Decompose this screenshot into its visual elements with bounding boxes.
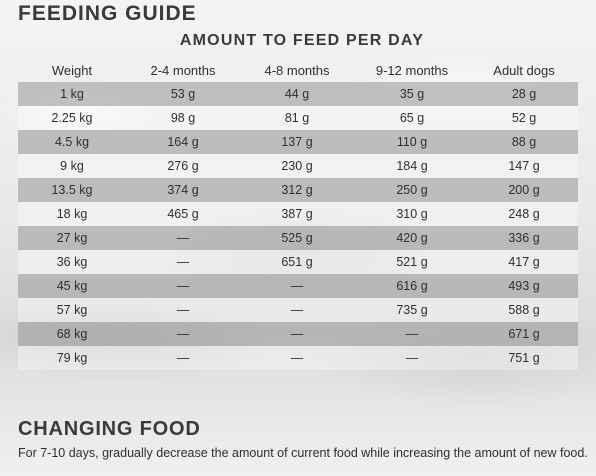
table-cell: — — [126, 274, 240, 298]
table-header-row: Weight 2-4 months 4-8 months 9-12 months… — [18, 58, 578, 82]
column-header-2-4-months: 2-4 months — [150, 62, 216, 78]
table-cell: 28 g — [470, 82, 578, 106]
weight-cell: 45 kg — [18, 274, 126, 298]
weight-cell: 4.5 kg — [18, 130, 126, 154]
table-cell: 735 g — [354, 298, 470, 322]
table-row: 36 kg — 651 g 521 g 417 g — [18, 250, 578, 274]
table-cell: 751 g — [470, 346, 578, 370]
table-row: 4.5 kg 164 g 137 g 110 g 88 g — [18, 130, 578, 154]
table-row: 13.5 kg 374 g 312 g 250 g 200 g — [18, 178, 578, 202]
weight-cell: 13.5 kg — [18, 178, 126, 202]
table-cell: — — [240, 298, 354, 322]
table-row: 1 kg 53 g 44 g 35 g 28 g — [18, 82, 578, 106]
table-cell: 336 g — [470, 226, 578, 250]
table-cell: 312 g — [240, 178, 354, 202]
table-cell: 35 g — [354, 82, 470, 106]
weight-cell: 36 kg — [18, 250, 126, 274]
table-cell: 200 g — [470, 178, 578, 202]
table-row: 9 kg 276 g 230 g 184 g 147 g — [18, 154, 578, 178]
table-row: 45 kg — — 616 g 493 g — [18, 274, 578, 298]
table-cell: 651 g — [240, 250, 354, 274]
weight-cell: 68 kg — [18, 322, 126, 346]
table-cell: 417 g — [470, 250, 578, 274]
table-cell: 53 g — [126, 82, 240, 106]
table-cell: 671 g — [470, 322, 578, 346]
column-header-adult-dogs: Adult dogs — [493, 62, 555, 78]
table-cell: 521 g — [354, 250, 470, 274]
table-cell: 88 g — [470, 130, 578, 154]
table-cell: — — [126, 250, 240, 274]
table-cell: 616 g — [354, 274, 470, 298]
table-cell: — — [126, 346, 240, 370]
table-cell: 374 g — [126, 178, 240, 202]
weight-cell: 27 kg — [18, 226, 126, 250]
weight-cell: 18 kg — [18, 202, 126, 226]
column-header-weight: Weight — [51, 62, 93, 78]
table-cell: 230 g — [240, 154, 354, 178]
weight-cell: 9 kg — [18, 154, 126, 178]
table-cell: — — [354, 322, 470, 346]
table-row: 2.25 kg 98 g 81 g 65 g 52 g — [18, 106, 578, 130]
table-cell: — — [240, 322, 354, 346]
table-cell: — — [126, 298, 240, 322]
table-cell: — — [126, 322, 240, 346]
table-row: 27 kg — 525 g 420 g 336 g — [18, 226, 578, 250]
table-cell: 276 g — [126, 154, 240, 178]
table-cell: 52 g — [470, 106, 578, 130]
table-cell: 588 g — [470, 298, 578, 322]
weight-cell: 2.25 kg — [18, 106, 126, 130]
feeding-table: Weight 2-4 months 4-8 months 9-12 months… — [18, 58, 578, 370]
column-header-4-8-months: 4-8 months — [264, 62, 330, 78]
weight-cell: 79 kg — [18, 346, 126, 370]
table-subtitle: AMOUNT TO FEED PER DAY — [179, 32, 425, 49]
table-cell: 493 g — [470, 274, 578, 298]
changing-food-title: CHANGING FOOD — [18, 418, 201, 440]
table-cell: 98 g — [126, 106, 240, 130]
table-row: 57 kg — — 735 g 588 g — [18, 298, 578, 322]
page-title: FEEDING GUIDE — [18, 2, 197, 25]
table-row: 68 kg — — — 671 g — [18, 322, 578, 346]
weight-cell: 1 kg — [18, 82, 126, 106]
table-cell: 250 g — [354, 178, 470, 202]
table-cell: 110 g — [354, 130, 470, 154]
table-cell: 248 g — [470, 202, 578, 226]
table-cell: 310 g — [354, 202, 470, 226]
weight-cell: 57 kg — [18, 298, 126, 322]
table-cell: — — [240, 346, 354, 370]
table-row: 79 kg — — — 751 g — [18, 346, 578, 370]
table-cell: — — [126, 226, 240, 250]
table-row: 18 kg 465 g 387 g 310 g 248 g — [18, 202, 578, 226]
table-cell: 387 g — [240, 202, 354, 226]
table-cell: 44 g — [240, 82, 354, 106]
table-cell: — — [240, 274, 354, 298]
table-cell: 164 g — [126, 130, 240, 154]
table-cell: 65 g — [354, 106, 470, 130]
changing-food-text: For 7-10 days, gradually decrease the am… — [18, 446, 588, 460]
table-cell: 81 g — [240, 106, 354, 130]
table-cell: 184 g — [354, 154, 470, 178]
table-cell: 420 g — [354, 226, 470, 250]
table-cell: 525 g — [240, 226, 354, 250]
table-cell: 137 g — [240, 130, 354, 154]
table-cell: 147 g — [470, 154, 578, 178]
table-cell: 465 g — [126, 202, 240, 226]
table-cell: — — [354, 346, 470, 370]
column-header-9-12-months: 9-12 months — [375, 62, 449, 78]
